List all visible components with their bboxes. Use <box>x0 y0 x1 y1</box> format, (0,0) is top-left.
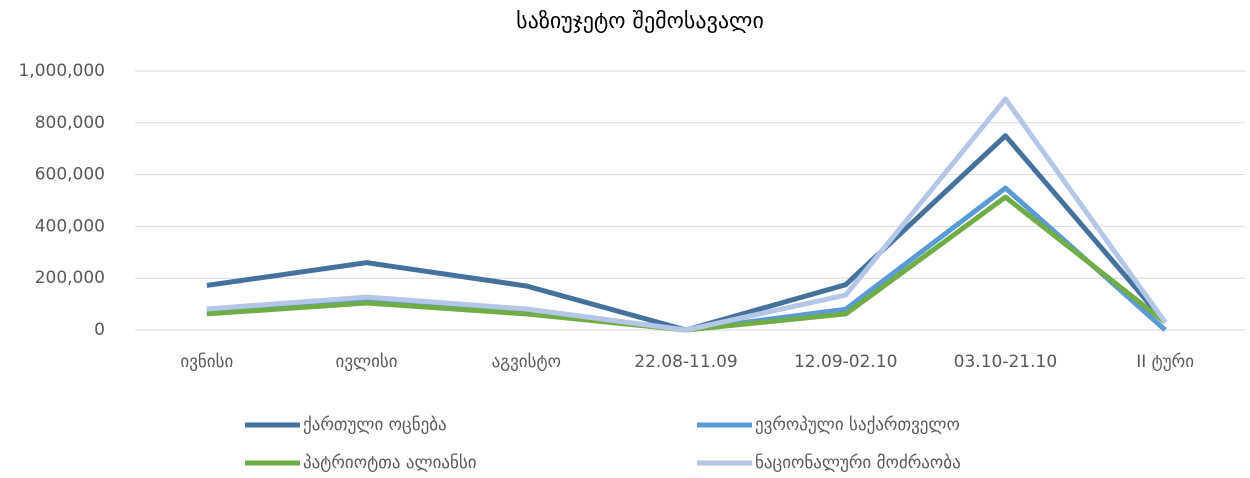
y-tick-label: 400,000 <box>35 216 105 236</box>
x-tick-label: ივლისი <box>336 352 398 372</box>
y-tick-label: 600,000 <box>35 165 105 185</box>
x-tick-label: ივნისი <box>180 352 233 372</box>
series-line <box>206 96 1168 333</box>
legend-label: ნაციონალური მოძრაობა <box>755 453 961 473</box>
y-tick-label: 1,000,000 <box>18 61 105 81</box>
x-tick-label: II ტური <box>1136 352 1194 372</box>
chart-title: საზიუჯეტო შემოსავალი <box>516 9 764 34</box>
y-tick-label: 800,000 <box>35 113 105 133</box>
x-tick-label: 12.09-02.10 <box>794 352 897 372</box>
x-tick-label: 22.08-11.09 <box>634 352 737 372</box>
x-tick-label: აგვისტო <box>492 352 561 372</box>
legend-label: პატრიოტთა ალიანსი <box>303 453 477 473</box>
x-tick-label: 03.10-21.10 <box>954 352 1057 372</box>
legend-label: ქართული ოცნება <box>303 415 447 435</box>
y-tick-label: 0 <box>94 320 105 340</box>
y-tick-label: 200,000 <box>35 268 105 288</box>
legend-label: ევროპული საქართველო <box>755 415 960 435</box>
